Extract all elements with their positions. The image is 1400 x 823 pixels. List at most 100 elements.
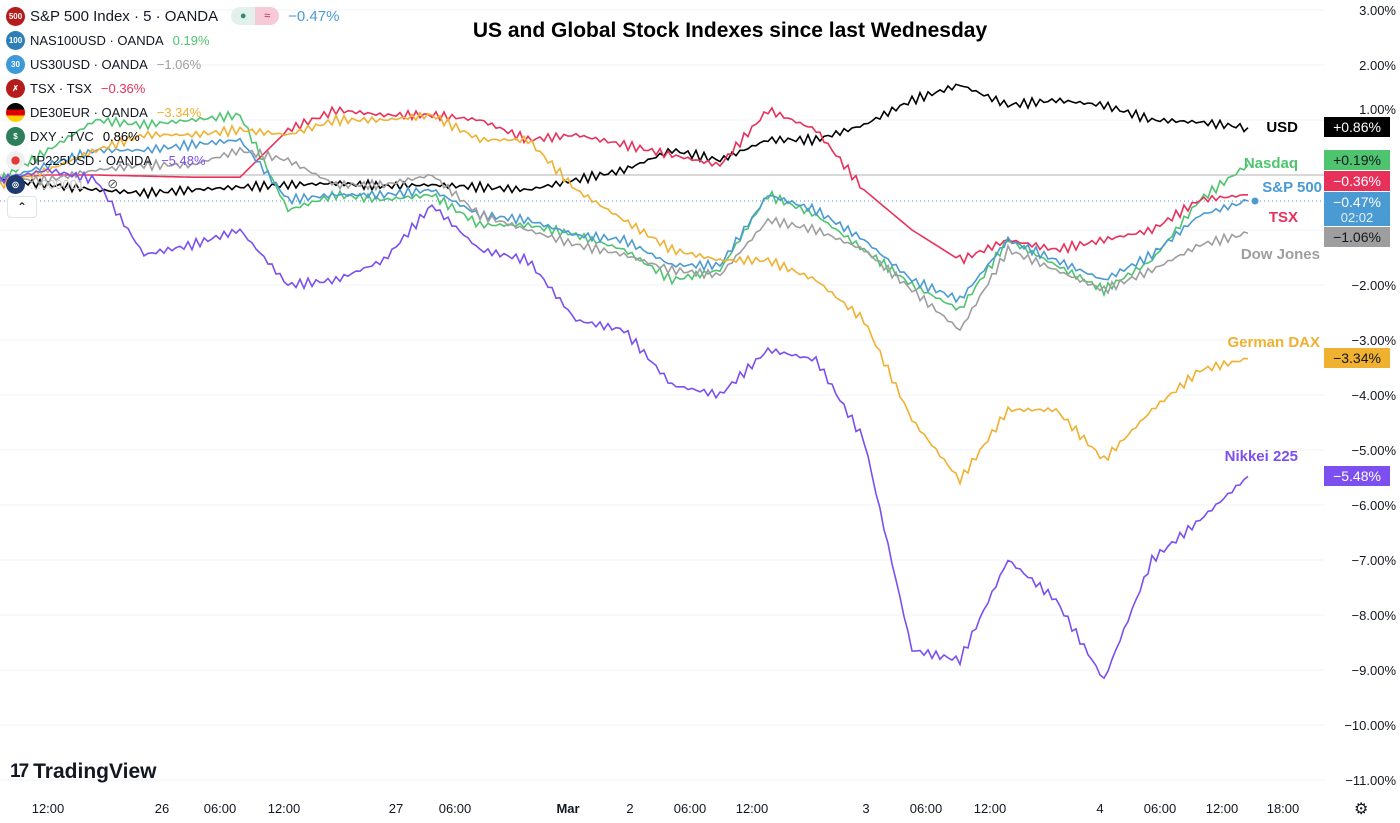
legend-symbol: ...000001 — [30, 176, 85, 192]
series-value-badge — [1324, 466, 1390, 486]
legend-symbol: JP225USD · OANDA — [30, 152, 153, 168]
brand-name: TradingView — [33, 760, 157, 783]
hidden-eye-icon[interactable]: ⊘ — [107, 176, 119, 191]
legend: 500 S&P 500 Index · 5 · OANDA ● ≈ −0.47% 100 N… — [6, 4, 339, 196]
legend-change: 0.86% — [102, 128, 140, 144]
y-tick-label: −10.00% — [1344, 718, 1396, 733]
x-tick-label: Mar — [556, 801, 579, 816]
badge-value: −5.48% — [1333, 468, 1381, 484]
series-value-badge — [1324, 150, 1390, 170]
y-tick-label: −9.00% — [1352, 663, 1397, 678]
tv-logo-icon: 17 — [10, 761, 29, 782]
symbol-icon: ◎ — [6, 174, 25, 194]
x-tick-label: 06:00 — [674, 801, 707, 816]
series-line-s-p-500 — [0, 137, 1249, 304]
legend-item[interactable]: $ DXY · TVC 0.86% — [6, 124, 339, 148]
x-tick-label: 12:00 — [32, 801, 65, 816]
x-tick-label: 26 — [155, 801, 169, 816]
legend-change: −1.06% — [156, 56, 202, 72]
delayed-data-icon: ≈ — [255, 7, 280, 25]
x-tick-label: 06:00 — [439, 801, 472, 816]
y-tick-label: −11.00% — [1345, 773, 1396, 788]
symbol-icon: 100 — [6, 30, 25, 50]
x-tick-label: 06:00 — [1144, 801, 1177, 816]
x-tick-label: 4 — [1096, 801, 1103, 816]
legend-item[interactable]: JP225USD · OANDA −5.48% — [6, 148, 339, 172]
settings-gear-icon[interactable]: ⚙ — [1354, 801, 1369, 818]
badge-value: −0.47% — [1333, 194, 1381, 210]
legend-symbol: US30USD · OANDA — [30, 56, 148, 72]
tradingview-logo: 17 TradingView — [10, 760, 156, 784]
y-tick-label: 3.00% — [1359, 3, 1396, 18]
symbol-icon — [6, 150, 25, 170]
legend-symbol: S&P 500 Index · 5 · OANDA — [30, 7, 219, 25]
badge-value: +0.86% — [1333, 119, 1381, 135]
y-tick-label: −3.00% — [1352, 333, 1397, 348]
symbol-icon: 500 — [6, 6, 25, 26]
collapse-legend-button[interactable]: ⌃ — [7, 196, 37, 218]
series-value-badge — [1324, 171, 1390, 191]
series-value-badge — [1324, 192, 1390, 226]
badge-value: −3.34% — [1333, 350, 1381, 366]
series-end-label: S&P 500 — [1262, 179, 1322, 196]
legend-item[interactable]: 500 S&P 500 Index · 5 · OANDA ● ≈ −0.47% — [6, 4, 339, 28]
last-price-dot — [1251, 197, 1259, 205]
badge-value: +0.19% — [1333, 152, 1381, 168]
series-line-german-dax — [0, 111, 1249, 487]
series-end-label: German DAX — [1227, 334, 1320, 351]
series-end-label: USD — [1266, 119, 1298, 136]
y-tick-label: 1.00% — [1359, 102, 1396, 117]
legend-item[interactable]: ✗ TSX · TSX −0.36% — [6, 76, 339, 100]
chevron-up-icon: ⌃ — [16, 200, 28, 214]
series-line-dow-jones — [0, 146, 1249, 332]
symbol-icon: ✗ — [6, 78, 25, 98]
x-tick-label: 18:00 — [1267, 801, 1300, 816]
symbol-icon: $ — [6, 126, 25, 146]
legend-item[interactable]: ◎ ...000001 ⊘ — [6, 172, 339, 196]
series-line-usd — [0, 83, 1249, 200]
y-tick-label: −4.00% — [1352, 388, 1397, 403]
series-value-badge — [1324, 227, 1390, 247]
legend-change: −5.48% — [161, 152, 206, 168]
series-end-label: TSX — [1269, 209, 1298, 226]
market-open-icon: ● — [231, 7, 256, 25]
y-tick-label: 2.00% — [1359, 58, 1396, 73]
y-tick-label: −8.00% — [1352, 608, 1397, 623]
symbol-icon: 30 — [6, 54, 25, 74]
badge-countdown: 02:02 — [1341, 210, 1374, 225]
legend-change: −3.34% — [156, 104, 202, 120]
legend-change: −0.47% — [288, 7, 340, 25]
x-tick-label: 06:00 — [910, 801, 943, 816]
series-end-label: Nikkei 225 — [1225, 448, 1298, 465]
series-value-badge — [1324, 117, 1390, 137]
legend-symbol: NAS100USD · OANDA — [30, 32, 164, 48]
status-pill[interactable]: ● ≈ — [231, 7, 280, 25]
badge-value: −1.06% — [1333, 229, 1381, 245]
series-end-label: Nasdaq — [1244, 155, 1298, 172]
y-tick-label: −6.00% — [1352, 498, 1397, 513]
badge-value: −0.36% — [1333, 173, 1381, 189]
chart-title: US and Global Stock Indexes since last W… — [472, 19, 988, 42]
legend-item[interactable]: DE30EUR · OANDA −3.34% — [6, 100, 339, 124]
series-line-tsx — [0, 105, 1248, 266]
x-tick-label: 12:00 — [974, 801, 1007, 816]
x-tick-label: 2 — [626, 801, 633, 816]
legend-symbol: TSX · TSX — [30, 80, 92, 96]
x-tick-label: 12:00 — [736, 801, 769, 816]
legend-symbol: DXY · TVC — [30, 128, 94, 144]
legend-item[interactable]: 100 NAS100USD · OANDA 0.19% — [6, 28, 339, 52]
x-tick-label: 12:00 — [268, 801, 301, 816]
x-tick-label: 12:00 — [1206, 801, 1239, 816]
y-tick-label: −5.00% — [1352, 443, 1397, 458]
legend-item[interactable]: 30 US30USD · OANDA −1.06% — [6, 52, 339, 76]
series-value-badge — [1324, 348, 1390, 368]
y-tick-label: −2.00% — [1352, 278, 1397, 293]
x-tick-label: 3 — [862, 801, 869, 816]
y-tick-label: −7.00% — [1352, 553, 1397, 568]
x-tick-label: 06:00 — [204, 801, 237, 816]
symbol-icon — [6, 102, 25, 122]
legend-change: −0.36% — [100, 80, 146, 96]
legend-symbol: DE30EUR · OANDA — [30, 104, 148, 120]
legend-change: 0.19% — [172, 32, 210, 48]
